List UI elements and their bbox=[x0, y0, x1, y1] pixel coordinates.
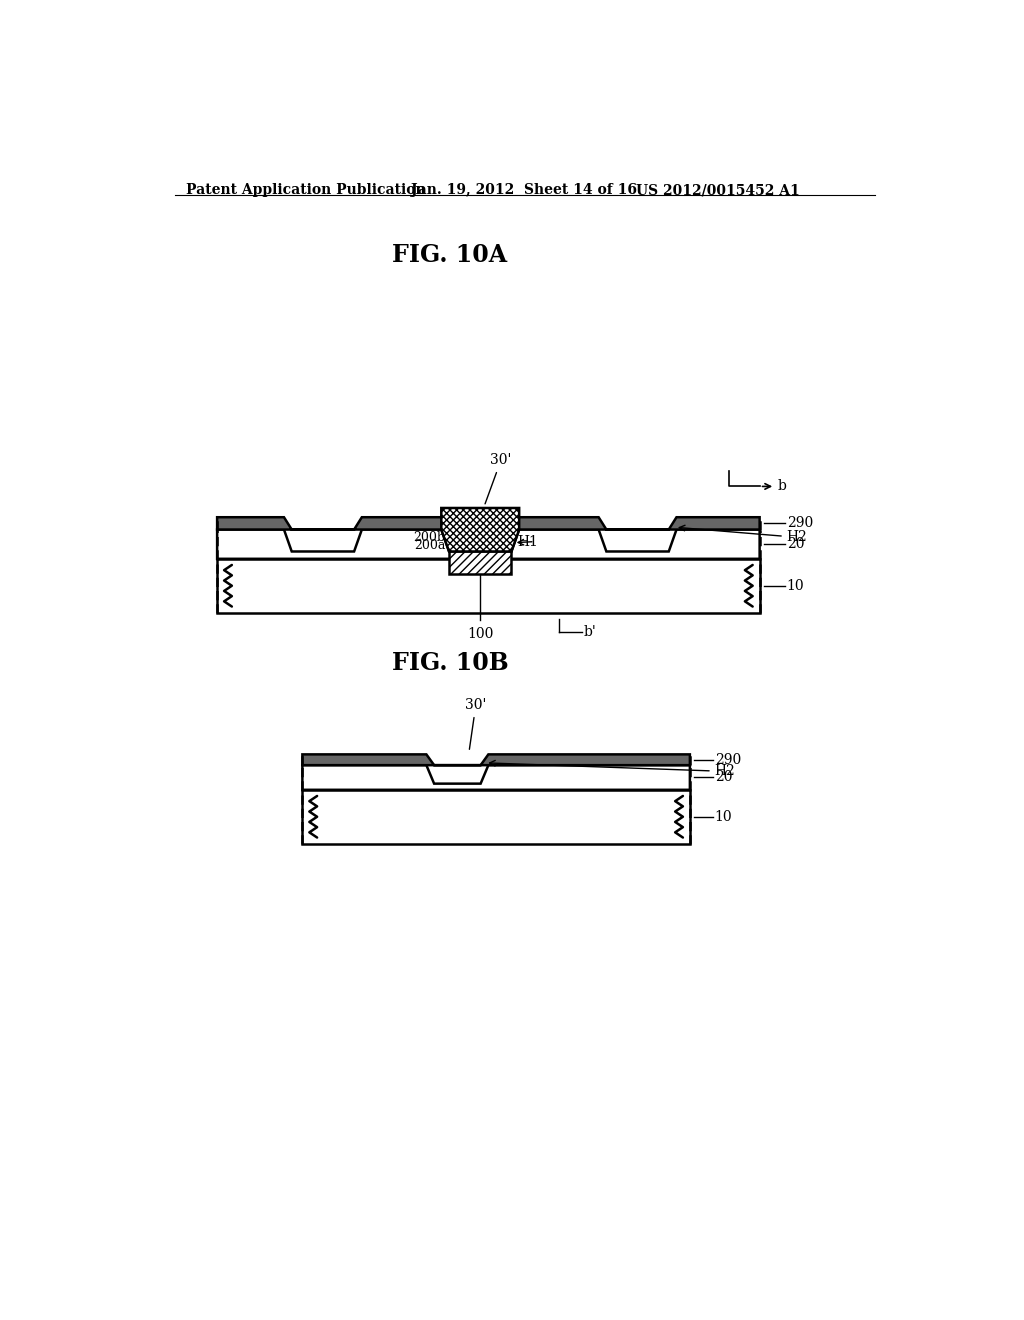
Bar bbox=[302, 789, 690, 843]
Bar bbox=[450, 552, 511, 574]
Text: 10: 10 bbox=[786, 578, 805, 593]
Text: Patent Application Publication: Patent Application Publication bbox=[186, 183, 426, 197]
Text: H1: H1 bbox=[517, 535, 539, 549]
Text: 200b: 200b bbox=[413, 531, 445, 544]
Text: H2: H2 bbox=[489, 760, 735, 779]
Text: 100: 100 bbox=[467, 627, 494, 640]
Polygon shape bbox=[441, 508, 519, 552]
Text: b: b bbox=[777, 479, 786, 494]
Text: FIG. 10B: FIG. 10B bbox=[391, 651, 508, 676]
Text: 20: 20 bbox=[715, 771, 732, 784]
Text: b': b' bbox=[584, 624, 596, 639]
Polygon shape bbox=[302, 766, 690, 789]
Polygon shape bbox=[217, 529, 760, 558]
Text: 30': 30' bbox=[465, 698, 486, 750]
Polygon shape bbox=[302, 755, 690, 766]
Text: 30': 30' bbox=[485, 453, 512, 504]
Polygon shape bbox=[217, 517, 760, 529]
Text: 290: 290 bbox=[786, 516, 813, 531]
Bar bbox=[217, 558, 760, 612]
Text: US 2012/0015452 A1: US 2012/0015452 A1 bbox=[636, 183, 800, 197]
Text: FIG. 10A: FIG. 10A bbox=[391, 243, 507, 267]
Text: 290: 290 bbox=[715, 752, 741, 767]
Text: 10: 10 bbox=[715, 809, 732, 824]
Text: H2: H2 bbox=[679, 525, 808, 544]
Text: 200a: 200a bbox=[414, 540, 445, 553]
Text: Jan. 19, 2012  Sheet 14 of 16: Jan. 19, 2012 Sheet 14 of 16 bbox=[411, 183, 637, 197]
Text: 20: 20 bbox=[786, 537, 804, 552]
